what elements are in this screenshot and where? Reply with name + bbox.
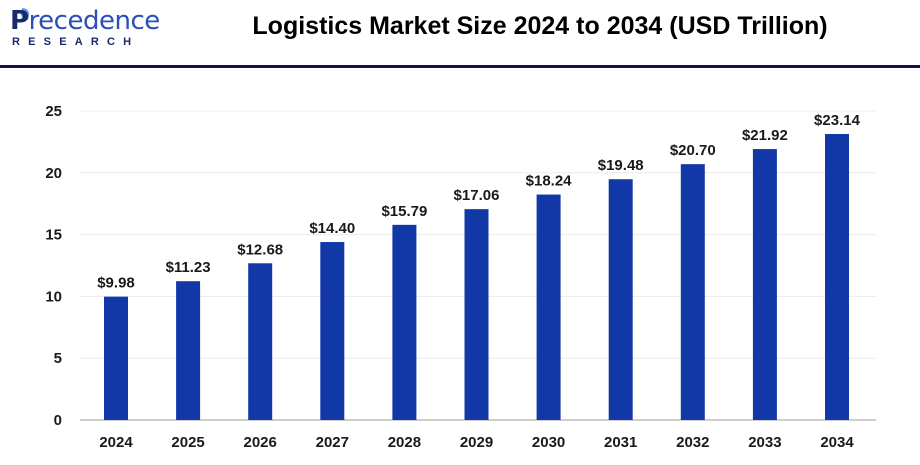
logo-initial: P: [10, 6, 29, 36]
x-tick-label: 2026: [244, 434, 277, 451]
x-tick-label: 2030: [532, 434, 565, 451]
x-tick-label: 2033: [748, 434, 781, 451]
bar: [320, 242, 345, 420]
bar: [104, 296, 128, 420]
y-tick-label: 15: [45, 227, 62, 244]
bar: [176, 281, 201, 420]
data-label: $21.92: [742, 127, 788, 144]
data-label: $9.98: [97, 275, 135, 292]
bar: [392, 224, 417, 420]
x-tick-label: 2027: [316, 434, 349, 451]
bar: [680, 164, 705, 420]
x-tick-label: 2034: [820, 434, 854, 451]
data-label: $23.14: [814, 112, 861, 129]
bar: [464, 209, 489, 420]
precedence-research-logo: Precedence RESEARCH: [10, 6, 160, 48]
header-divider: [0, 65, 920, 68]
data-label: $18.24: [526, 173, 573, 190]
data-label: $17.06: [454, 187, 500, 204]
bar: [825, 133, 849, 420]
chart-title: Logistics Market Size 2024 to 2034 (USD …: [252, 12, 828, 40]
x-tick-label: 2025: [171, 434, 204, 451]
y-tick-label: 25: [45, 103, 62, 120]
bar: [536, 194, 561, 420]
data-label: $14.40: [309, 220, 355, 237]
x-tick-label: 2031: [604, 434, 637, 451]
x-tick-label: 2028: [388, 434, 421, 451]
logo-word: recedence: [28, 6, 161, 36]
x-tick-label: 2029: [460, 434, 493, 451]
logo-subtitle: RESEARCH: [12, 36, 140, 48]
data-label: $15.79: [381, 203, 427, 220]
x-tick-label: 2032: [676, 434, 709, 451]
y-tick-label: 10: [45, 288, 62, 305]
y-tick-label: 0: [54, 412, 62, 429]
bar: [248, 263, 273, 420]
data-label: $20.70: [670, 142, 716, 159]
x-tick-label: 2024: [99, 434, 133, 451]
data-label: $11.23: [166, 259, 211, 276]
data-label: $19.48: [598, 157, 644, 174]
bar: [608, 179, 633, 420]
y-tick-label: 5: [54, 350, 62, 367]
data-label: $12.68: [237, 241, 283, 258]
y-tick-label: 20: [45, 165, 62, 182]
bar: [752, 149, 777, 421]
logo-wordmark: Precedence: [10, 6, 160, 36]
